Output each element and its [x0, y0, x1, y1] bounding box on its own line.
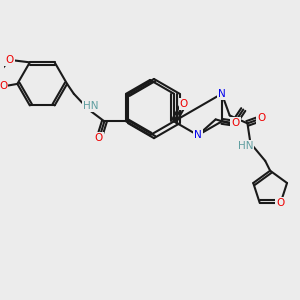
Text: O: O — [277, 198, 285, 208]
Text: O: O — [94, 133, 103, 143]
Text: HN: HN — [238, 141, 253, 151]
Text: N: N — [218, 89, 226, 99]
Text: O: O — [232, 118, 240, 128]
Text: O: O — [180, 99, 188, 109]
Text: O: O — [0, 81, 7, 92]
Text: O: O — [257, 113, 266, 123]
Text: O: O — [5, 55, 14, 65]
Text: N: N — [194, 130, 202, 140]
Text: HN: HN — [83, 100, 98, 111]
